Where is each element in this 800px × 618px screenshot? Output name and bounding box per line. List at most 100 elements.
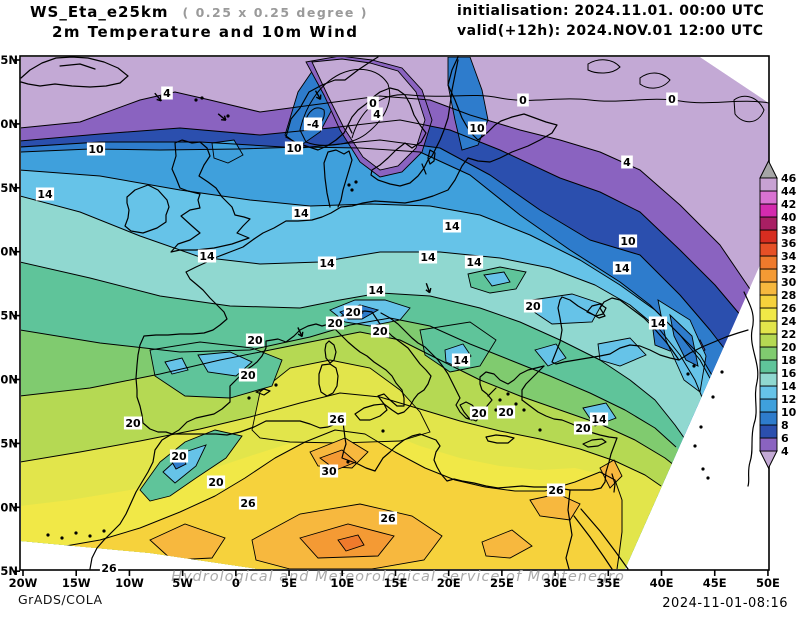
svg-text:0: 0 xyxy=(668,93,676,106)
svg-text:14: 14 xyxy=(614,262,630,275)
svg-text:14: 14 xyxy=(591,413,607,426)
svg-text:20: 20 xyxy=(781,341,797,354)
temperature-colorbar: 4681012141618202224262830323436384042444… xyxy=(759,159,797,470)
svg-text:4: 4 xyxy=(623,156,631,169)
svg-text:16: 16 xyxy=(781,367,797,380)
svg-text:26: 26 xyxy=(380,512,396,525)
svg-text:0: 0 xyxy=(519,94,527,107)
svg-text:20: 20 xyxy=(208,476,224,489)
svg-text:14: 14 xyxy=(368,284,384,297)
svg-text:46: 46 xyxy=(781,172,797,185)
svg-text:28: 28 xyxy=(781,289,796,302)
svg-text:30N: 30N xyxy=(0,500,18,514)
svg-text:0: 0 xyxy=(232,576,240,590)
svg-text:55N: 55N xyxy=(0,181,18,195)
svg-text:8: 8 xyxy=(781,419,789,432)
svg-text:14: 14 xyxy=(37,188,53,201)
svg-text:60N: 60N xyxy=(0,117,18,131)
svg-text:26: 26 xyxy=(548,484,564,497)
svg-text:6: 6 xyxy=(781,432,789,445)
svg-text:10: 10 xyxy=(781,406,797,419)
svg-text:4: 4 xyxy=(781,445,789,458)
svg-text:14: 14 xyxy=(293,207,309,220)
svg-text:10: 10 xyxy=(620,235,636,248)
svg-text:10: 10 xyxy=(286,142,302,155)
svg-text:10: 10 xyxy=(88,143,104,156)
svg-text:14: 14 xyxy=(453,354,469,367)
svg-text:0: 0 xyxy=(369,97,377,110)
svg-text:40N: 40N xyxy=(0,373,18,387)
svg-text:42: 42 xyxy=(781,198,796,211)
svg-text:18: 18 xyxy=(781,354,796,367)
svg-text:4: 4 xyxy=(373,108,381,121)
creation-timestamp: 2024-11-01-08:16 xyxy=(662,596,788,611)
svg-text:40: 40 xyxy=(781,211,797,224)
svg-text:14: 14 xyxy=(199,250,215,263)
svg-text:-4: -4 xyxy=(307,118,320,131)
svg-text:14: 14 xyxy=(781,380,797,393)
svg-text:20: 20 xyxy=(125,417,141,430)
svg-text:26: 26 xyxy=(101,562,117,575)
temperature-field xyxy=(21,57,769,569)
svg-text:35N: 35N xyxy=(0,436,18,450)
svg-text:20: 20 xyxy=(240,369,256,382)
svg-text:14: 14 xyxy=(444,220,460,233)
svg-text:20: 20 xyxy=(327,317,343,330)
svg-text:40E: 40E xyxy=(650,576,674,590)
product-subtitle: 2m Temperature and 10m Wind xyxy=(52,23,359,41)
svg-text:10E: 10E xyxy=(330,576,354,590)
svg-text:20: 20 xyxy=(575,422,591,435)
svg-text:45N: 45N xyxy=(0,309,18,323)
watermark: Hydrological and Meteorological service … xyxy=(171,569,625,585)
svg-text:5W: 5W xyxy=(172,576,193,590)
svg-text:20: 20 xyxy=(525,300,541,313)
axis-labels: Hydrological and Meteorological service … xyxy=(0,53,780,590)
svg-text:20E: 20E xyxy=(437,576,461,590)
svg-text:44: 44 xyxy=(781,185,797,198)
svg-text:14: 14 xyxy=(466,256,482,269)
svg-text:34: 34 xyxy=(781,250,797,263)
svg-text:14: 14 xyxy=(420,251,436,264)
svg-text:10: 10 xyxy=(469,122,485,135)
svg-text:65N: 65N xyxy=(0,53,18,67)
svg-text:12: 12 xyxy=(781,393,796,406)
resolution-note: ( 0.25 x 0.25 degree ) xyxy=(182,5,368,20)
svg-text:45E: 45E xyxy=(703,576,727,590)
svg-text:26: 26 xyxy=(240,497,256,510)
svg-text:15W: 15W xyxy=(62,576,91,590)
svg-text:24: 24 xyxy=(781,315,797,328)
svg-text:20: 20 xyxy=(471,407,487,420)
svg-text:20: 20 xyxy=(498,406,514,419)
svg-text:38: 38 xyxy=(781,224,796,237)
svg-text:20: 20 xyxy=(171,450,187,463)
coastlines xyxy=(20,56,759,570)
wind-arrows xyxy=(154,90,432,338)
valid-time-text: valid(+12h): 2024.NOV.01 12:00 UTC xyxy=(457,23,764,39)
page-title: WS_Eta_e25km ( 0.25 x 0.25 degree ) xyxy=(30,3,368,21)
svg-text:10W: 10W xyxy=(115,576,144,590)
svg-text:50N: 50N xyxy=(0,245,18,259)
svg-text:20: 20 xyxy=(345,306,361,319)
svg-text:20: 20 xyxy=(372,325,388,338)
svg-text:15E: 15E xyxy=(384,576,408,590)
svg-text:26: 26 xyxy=(329,413,345,426)
svg-text:30: 30 xyxy=(781,276,797,289)
svg-text:14: 14 xyxy=(650,317,666,330)
svg-text:35E: 35E xyxy=(596,576,620,590)
svg-text:25E: 25E xyxy=(490,576,514,590)
grads-cola-credit: GrADS/COLA xyxy=(18,592,103,607)
svg-text:36: 36 xyxy=(781,237,797,250)
svg-text:20: 20 xyxy=(247,334,263,347)
svg-text:4: 4 xyxy=(163,87,171,100)
svg-text:30: 30 xyxy=(321,465,337,478)
svg-text:50E: 50E xyxy=(756,576,780,590)
svg-text:32: 32 xyxy=(781,263,796,276)
svg-text:20W: 20W xyxy=(9,576,38,590)
model-name: WS_Eta_e25km xyxy=(30,3,169,21)
svg-text:25N: 25N xyxy=(0,564,18,578)
svg-text:14: 14 xyxy=(319,257,335,270)
initialisation-text: initialisation: 2024.11.01. 00:00 UTC xyxy=(457,3,765,19)
